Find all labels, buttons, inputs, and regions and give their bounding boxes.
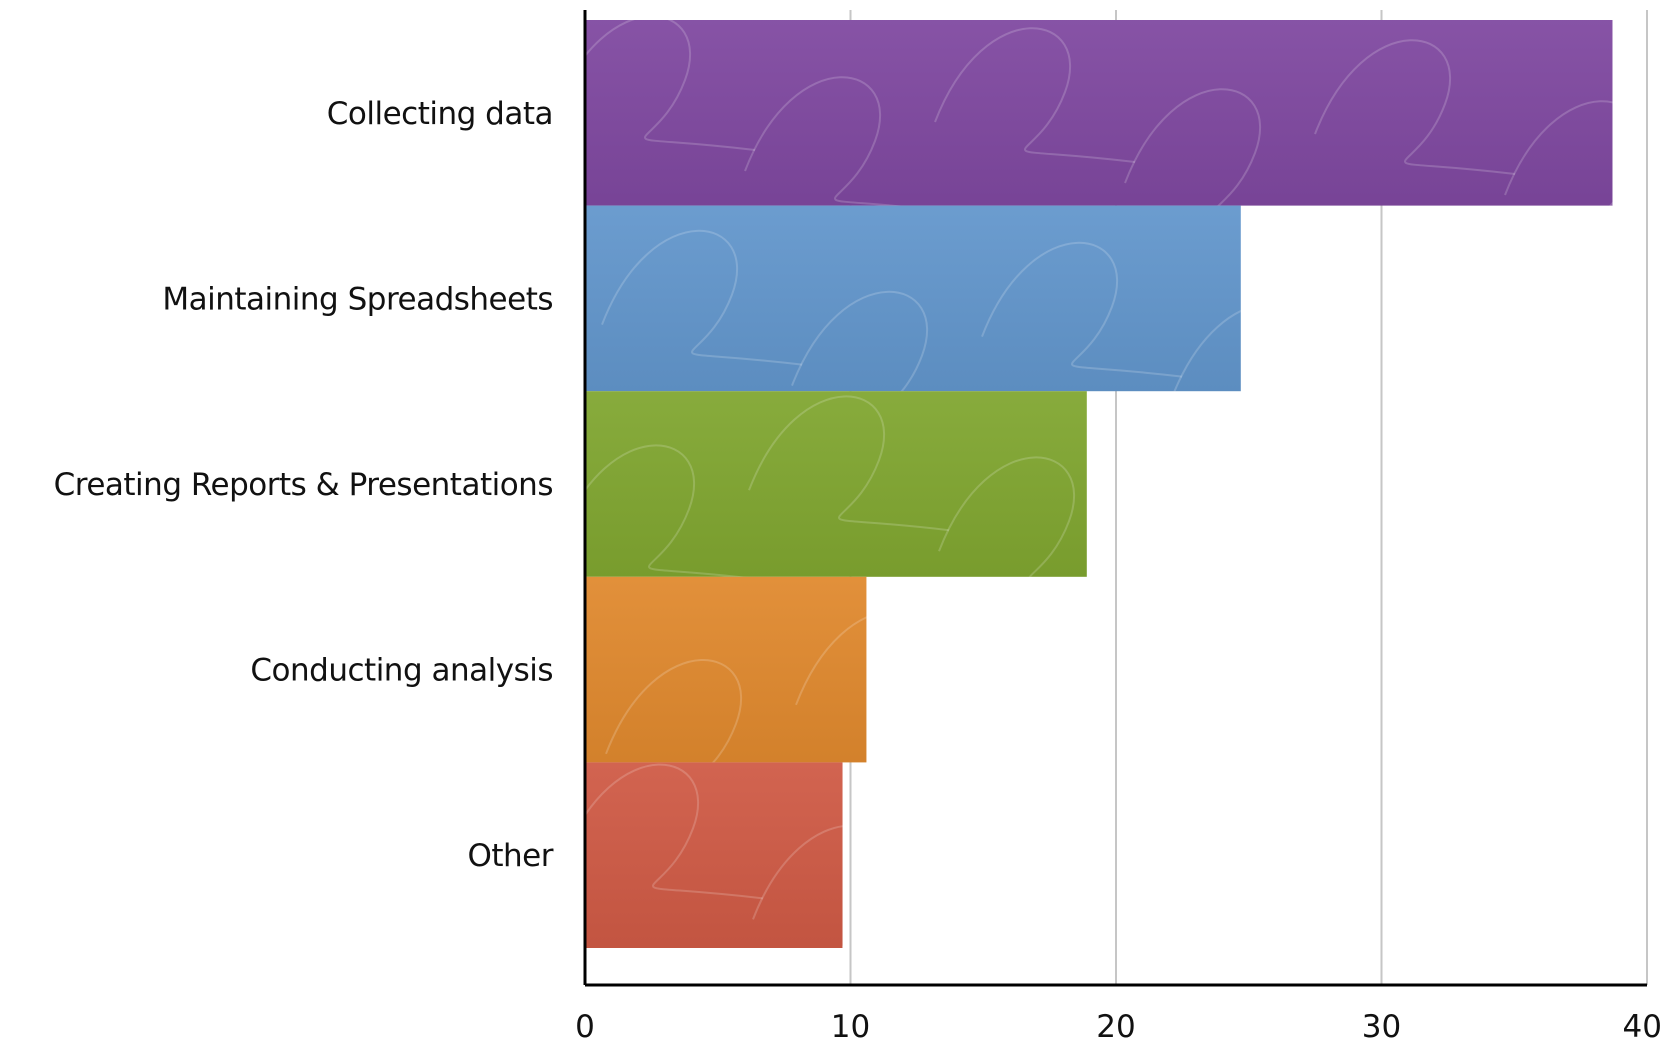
category-label-1: Maintaining Spreadsheets [162,281,553,317]
category-labels: Collecting data Maintaining Spreadsheets C… [54,96,555,874]
axes [583,10,1647,987]
bar-shade-3 [585,576,867,763]
x-tick-labels: 0 10 20 30 40 [575,1009,1662,1043]
bar-shade-1 [585,205,1241,392]
x-tick-label-30: 30 [1362,1009,1401,1043]
bar-shade-0 [585,20,1613,206]
x-tick-label-20: 20 [1096,1009,1135,1043]
bars [585,20,1613,949]
bar-pattern-0 [585,20,1613,206]
bar-shade-4 [585,762,843,948]
x-tick-label-10: 10 [831,1009,870,1043]
bar-pattern-1 [601,229,1241,392]
category-label-3: Conducting analysis [250,653,553,689]
category-label-2: Creating Reports & Presentations [54,467,553,503]
category-label-4: Other [467,838,553,874]
bar-pattern-2 [585,395,1076,577]
x-tick-label-0: 0 [575,1009,595,1043]
bar-shade-2 [585,391,1087,577]
bar-pattern-4 [585,763,843,949]
bar-pattern-3 [605,616,867,763]
x-tick-label-40: 40 [1623,1009,1662,1043]
category-label-0: Collecting data [327,96,553,132]
